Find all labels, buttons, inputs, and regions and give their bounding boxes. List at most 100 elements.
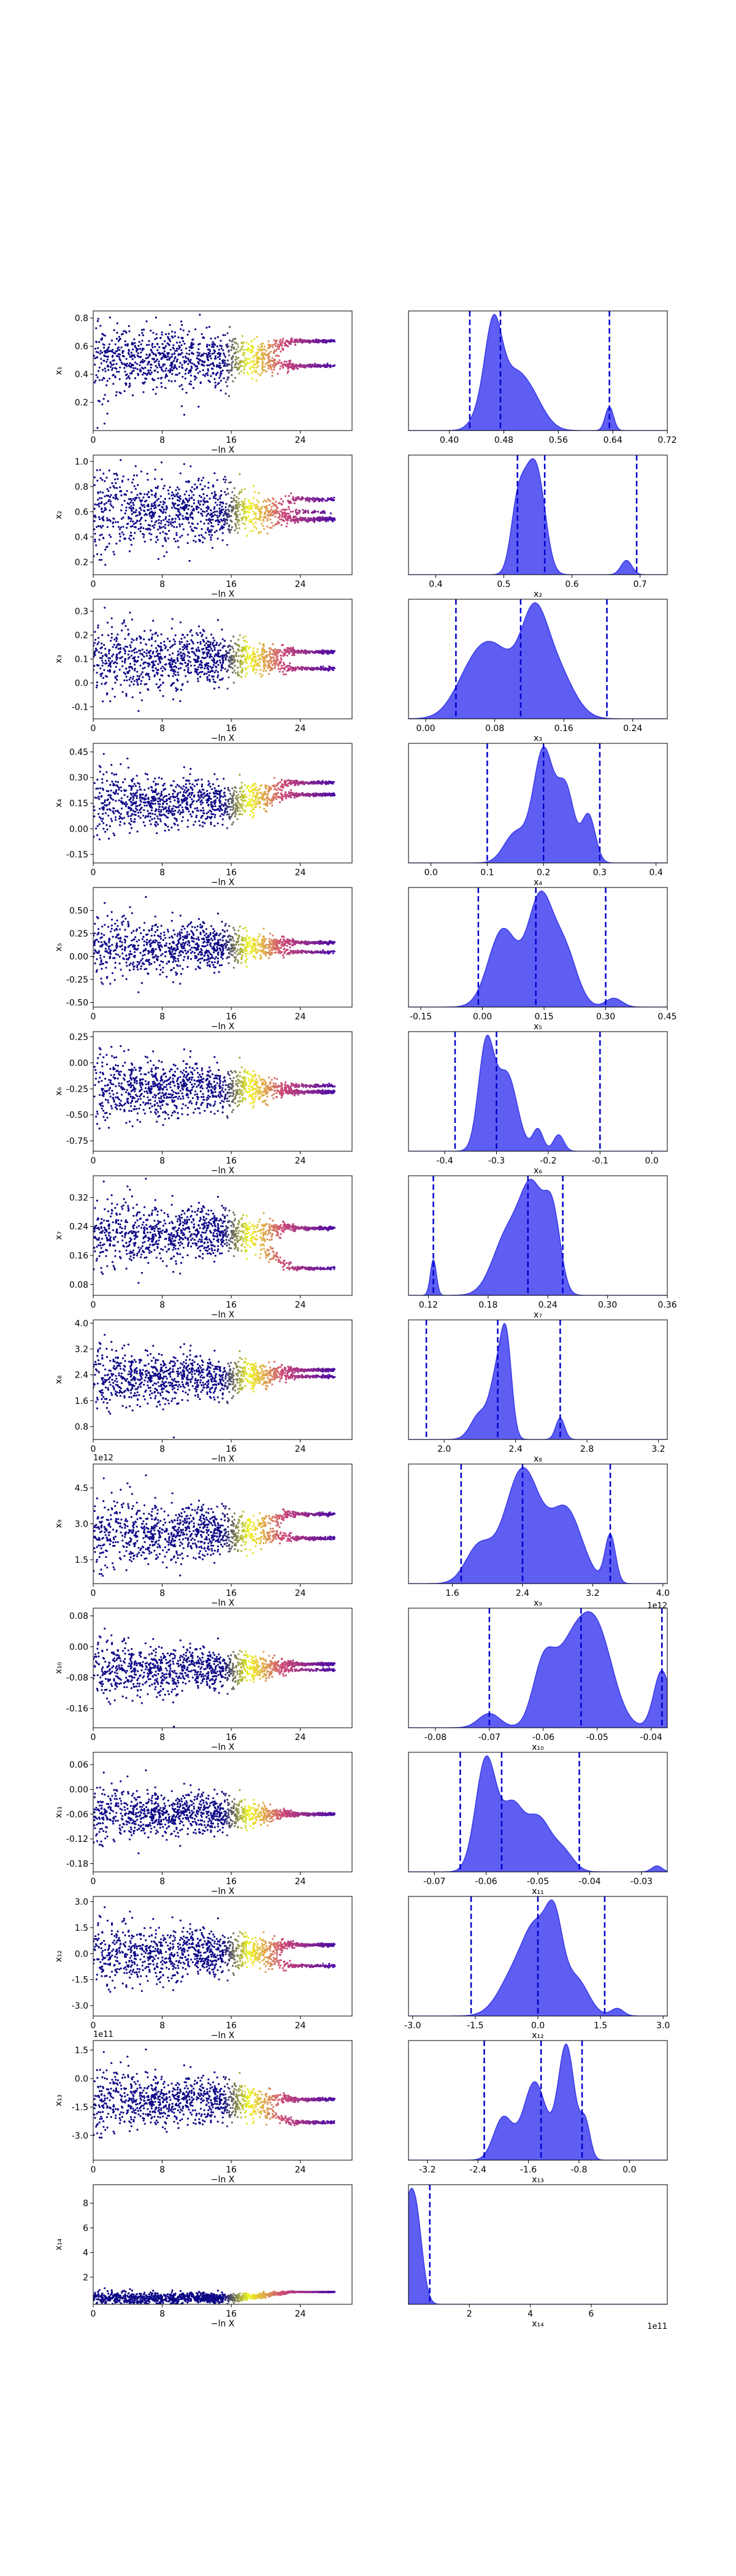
x-tick-label: 16 [226,724,237,734]
trace-point [111,688,114,690]
trace-point [208,344,210,347]
trace-point [247,510,249,513]
trace-point [256,791,259,794]
trace-point [178,643,181,645]
trace-point [134,356,136,359]
trace-point [195,816,197,819]
trace-point [171,330,174,333]
trace-point [166,637,169,640]
trace-point [277,782,280,784]
trace-point [99,477,102,480]
trace-point [106,412,109,415]
trace-point [171,361,174,364]
trace-point [133,651,136,654]
trace-point [288,495,290,497]
trace-point [291,667,293,670]
trace-point [147,662,149,665]
trace-point [118,335,120,338]
trace-point [263,808,266,810]
trace-point [93,656,95,658]
trace-point [261,351,264,354]
trace-point [109,503,112,505]
trace-point [174,521,177,523]
kde-frame-x3 [408,599,668,719]
trace-point [175,534,178,537]
trace-point [100,362,102,365]
trace-point [219,375,221,377]
trace-point [204,510,206,513]
trace-point [212,512,215,514]
trace-point [181,662,183,665]
trace-point [124,638,126,640]
trace-point [147,673,150,675]
trace-point [275,661,277,664]
trace-point [94,654,96,656]
trace-point [104,548,107,551]
trace-point [267,361,270,364]
trace-point [227,786,229,789]
trace-point [248,501,250,504]
trace-point [227,369,230,372]
kde-x-tick-label: 0.64 [604,435,623,445]
trace-point [101,659,104,662]
trace-point [160,646,163,648]
trace-point [210,345,213,348]
trace-point [199,666,202,669]
trace-point [180,637,183,640]
trace-point [118,378,121,380]
trace-point [155,660,157,662]
trace-point [264,665,267,667]
trace-point [169,646,172,649]
trace-point [192,353,194,355]
trace-point [259,519,261,521]
trace-point [267,340,270,343]
trace-point [140,673,142,675]
trace-point [183,643,186,646]
trace-point [131,513,133,515]
trace-point [188,383,191,385]
trace-point [183,362,186,364]
trace-point [174,507,176,509]
trace-point [213,671,216,673]
trace-point [130,543,132,546]
trace-point [175,514,178,516]
trace-point [109,500,112,503]
trace-point [103,644,105,646]
trace-point [248,515,250,518]
trace-point [213,472,216,475]
trace-point [194,540,197,543]
trace-point [221,369,224,372]
trace-ylabel: x₂ [54,511,64,519]
trace-point [275,512,278,515]
trace-point [299,499,302,501]
trace-point [98,816,101,818]
trace-point [302,652,305,654]
trace-point [185,791,187,794]
trace-point [192,387,194,389]
trace-point [159,337,162,339]
trace-point [256,335,258,338]
trace-point [102,472,105,475]
trace-point [109,801,111,804]
trace-point [115,655,118,657]
trace-point [169,368,172,371]
trace-point [251,356,255,359]
trace-point [215,669,217,672]
trace-point [171,502,174,504]
trace-point [294,343,297,346]
trace-point [147,369,150,372]
trace-point [144,773,147,775]
trace-point [217,651,220,654]
trace-point [133,526,136,528]
trace-point [257,662,259,665]
trace-point [124,673,126,675]
trace-point [164,376,167,379]
trace-point [131,641,133,643]
trace-point [138,497,140,499]
trace-point [189,661,191,663]
trace-point [237,507,239,510]
trace-point [165,356,167,358]
trace-point [287,667,289,670]
trace-point [236,366,238,369]
trace-point [143,656,145,658]
